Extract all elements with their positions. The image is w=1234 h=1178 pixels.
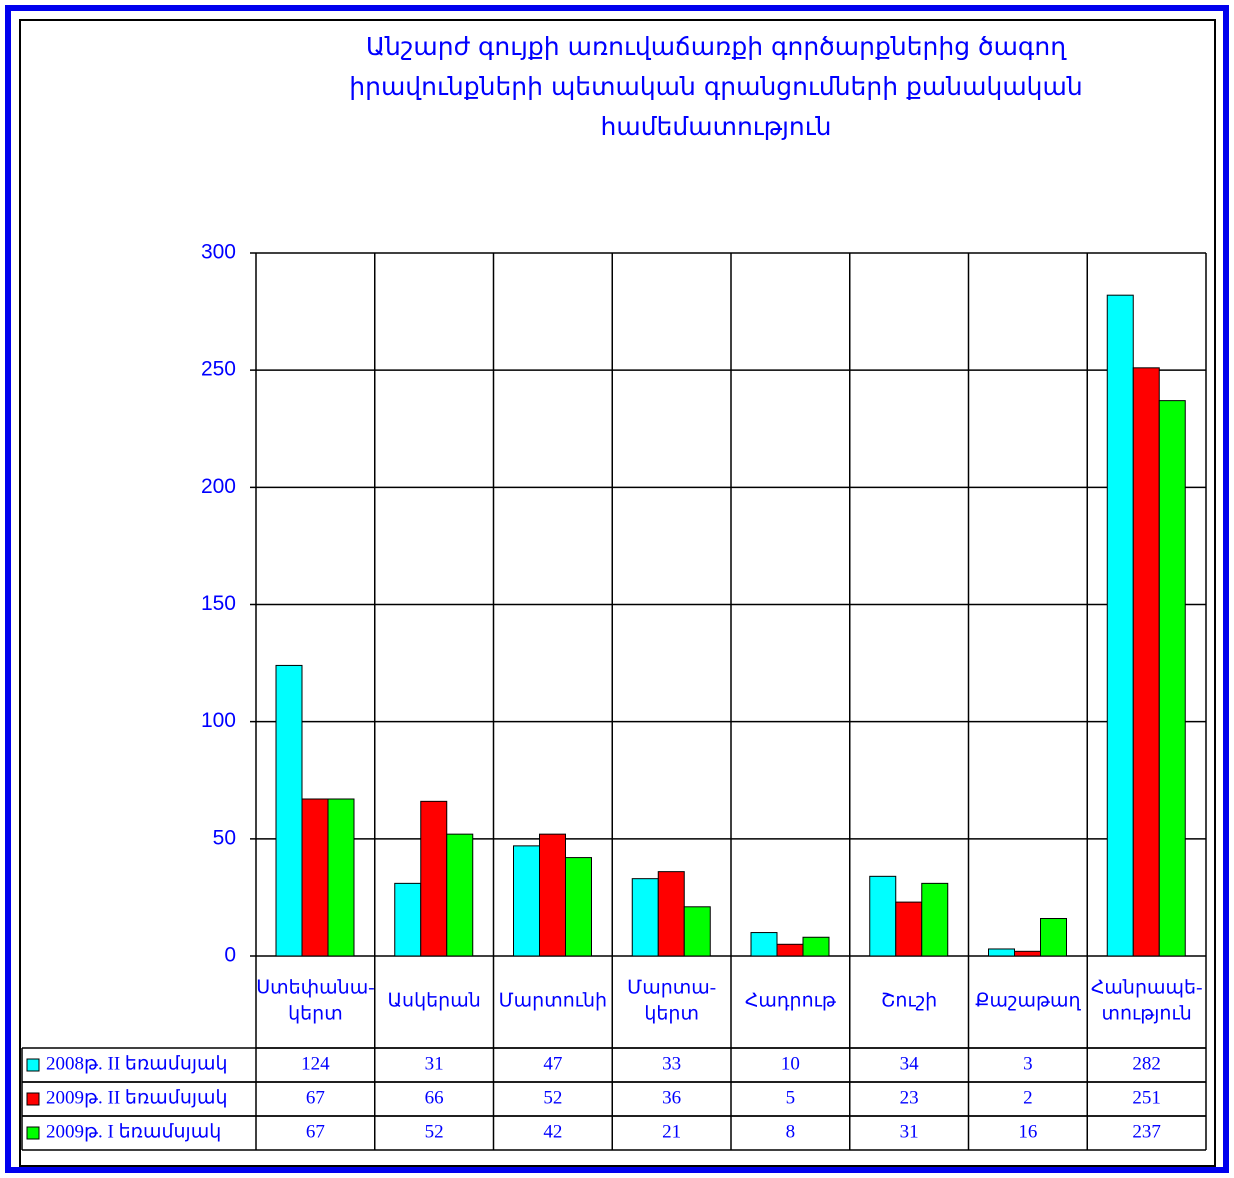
x-tick-label: Շուշի <box>881 990 937 1011</box>
chart-title: համեմատություն <box>601 112 832 141</box>
bar <box>394 882 422 957</box>
chart-title: Անշարժ գույքի առուվաճառքի գործարքներից ծ… <box>366 32 1067 61</box>
bar <box>565 857 592 957</box>
y-tick-label: 0 <box>224 944 236 967</box>
x-tick-label: Ասկերան <box>387 990 480 1011</box>
bar <box>750 932 778 957</box>
x-tick-label: կերտ <box>644 1003 699 1024</box>
bar <box>513 845 540 957</box>
bar <box>1132 367 1160 957</box>
y-tick-label: 250 <box>201 358 236 381</box>
y-tick-label: 300 <box>201 241 236 264</box>
bar <box>988 948 1015 957</box>
x-tick-label: կերտ <box>288 1003 343 1024</box>
x-tick-label: Մարտունի <box>499 990 607 1011</box>
x-tick-label: Հադրութ <box>745 990 837 1011</box>
bar <box>1158 400 1186 957</box>
legend-swatch <box>26 1058 40 1072</box>
bar <box>420 800 448 957</box>
table-value: 124 <box>301 1053 330 1074</box>
legend-label: 2008թ. II եռամսյակ <box>46 1053 228 1074</box>
legend-label: 2009թ. II եռամսյակ <box>46 1087 228 1108</box>
bar <box>301 798 329 957</box>
x-tick-label: տություն <box>1101 1003 1191 1024</box>
table-value: 2 <box>1023 1087 1033 1108</box>
table-value: 52 <box>425 1121 444 1142</box>
bar <box>683 906 711 957</box>
bar <box>1040 918 1067 957</box>
bar <box>921 882 949 957</box>
inner-frame <box>19 19 1216 1167</box>
table-value: 23 <box>900 1087 919 1108</box>
bar <box>539 833 566 957</box>
outer-frame <box>5 5 1229 1173</box>
bar <box>1014 950 1041 957</box>
bar <box>275 664 303 957</box>
bar <box>869 875 897 957</box>
table-value: 5 <box>786 1087 796 1108</box>
bar <box>446 833 474 957</box>
bar <box>657 871 685 957</box>
table-value: 282 <box>1132 1053 1161 1074</box>
table-value: 8 <box>786 1121 796 1142</box>
table-value: 21 <box>662 1121 681 1142</box>
table-value: 237 <box>1132 1121 1161 1142</box>
table-value: 10 <box>781 1053 800 1074</box>
y-tick-label: 50 <box>213 826 236 849</box>
table-value: 67 <box>306 1121 325 1142</box>
table-value: 16 <box>1018 1121 1037 1142</box>
y-tick-label: 200 <box>201 475 236 498</box>
bar <box>1106 294 1134 957</box>
legend-label: 2009թ. I եռամսյակ <box>46 1121 221 1142</box>
table-value: 42 <box>543 1121 562 1142</box>
legend-swatch <box>26 1126 40 1140</box>
x-tick-label: Քաշաթաղ <box>975 990 1081 1011</box>
chart-title: իրավունքների պետական գրանցումների քանակա… <box>349 72 1082 101</box>
table-value: 66 <box>425 1087 444 1108</box>
table-value: 67 <box>306 1087 325 1108</box>
x-tick-label: Ստեփանա- <box>256 977 374 998</box>
table-value: 31 <box>900 1121 919 1142</box>
bar <box>895 901 923 957</box>
legend-swatch <box>26 1092 40 1106</box>
bar <box>631 878 659 957</box>
table-value: 34 <box>900 1053 920 1074</box>
bar <box>802 936 830 957</box>
table-value: 52 <box>543 1087 562 1108</box>
table-value: 3 <box>1023 1053 1033 1074</box>
bar <box>776 943 804 957</box>
x-tick-label: Մարտա- <box>627 977 716 998</box>
table-value: 47 <box>543 1053 562 1074</box>
x-tick-label: Հանրապե- <box>1091 977 1203 998</box>
table-value: 36 <box>662 1087 681 1108</box>
y-tick-label: 100 <box>201 709 236 732</box>
bar <box>327 798 355 957</box>
table-value: 251 <box>1132 1087 1161 1108</box>
table-value: 31 <box>425 1053 444 1074</box>
y-tick-label: 150 <box>201 592 236 615</box>
table-value: 33 <box>662 1053 681 1074</box>
